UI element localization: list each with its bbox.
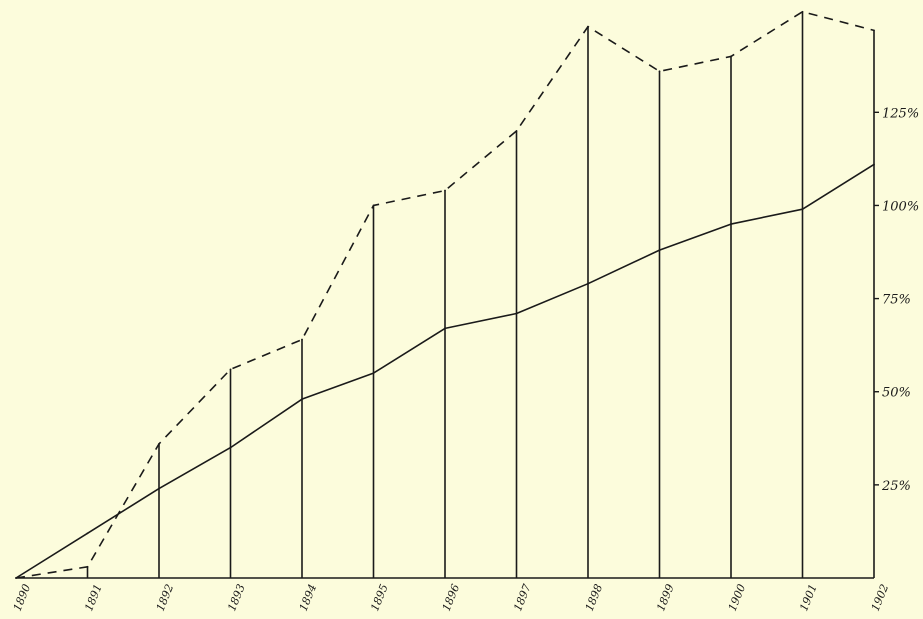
x-tick-label-1902: 1902 [869,582,892,613]
dashed-point-1894 [301,338,303,341]
dashed-point-1900 [730,55,732,58]
solid-point-1893 [229,446,232,449]
x-tick-label-1897: 1897 [511,582,534,613]
dashed-point-1891 [86,565,89,568]
x-tick-label-1899: 1899 [654,582,677,613]
solid-point-1894 [301,398,303,401]
solid-point-1900 [730,223,732,225]
dashed-point-1896 [444,189,446,192]
vertical-stems [86,11,875,578]
dashed-point-1901 [801,10,804,13]
x-tick-label-1895: 1895 [368,582,391,613]
solid-point-1896 [444,327,446,330]
solid-point-1902 [873,163,875,166]
y-tick-label-75: 75% [882,293,911,308]
x-tick-label-1893: 1893 [225,582,248,613]
x-tick-label-1890: 1890 [11,582,34,613]
solid-point-1895 [372,372,375,374]
solid-point-1891 [86,532,89,535]
dashed-point-1898 [587,25,589,28]
solid-point-1892 [158,487,160,490]
dashed-point-1895 [372,204,375,207]
x-tick-label-1892: 1892 [154,582,177,613]
solid-point-1901 [801,208,804,211]
x-tick-labels: 1890 1891 1892 1893 1894 1895 1896 1897 1898 1899… [11,582,892,613]
dashed-point-1892 [158,442,160,445]
y-tick-label-100: 100% [882,199,919,214]
dashed-point-1893 [229,368,232,371]
dashed-point-1899 [658,70,661,73]
x-tick-label-1898: 1898 [583,582,606,613]
x-tick-label-1894: 1894 [297,582,320,613]
solid-point-1897 [515,312,518,315]
x-tick-label-1901: 1901 [797,582,820,613]
solid-point-1899 [658,249,661,252]
y-tick-label-125: 125% [882,106,919,121]
y-tick-labels: 25% 50% 75% 100% 125% [874,106,919,494]
dashed-point-1902 [873,29,875,32]
dashed-point-1897 [515,130,518,132]
x-tick-label-1900: 1900 [726,582,749,613]
y-tick-label-25: 25% [881,479,911,494]
x-tick-label-1891: 1891 [82,582,105,613]
series-lines [15,10,875,579]
x-tick-label-1896: 1896 [440,582,463,613]
y-tick-label-50: 50% [882,386,911,401]
solid-point-1898 [587,282,589,285]
